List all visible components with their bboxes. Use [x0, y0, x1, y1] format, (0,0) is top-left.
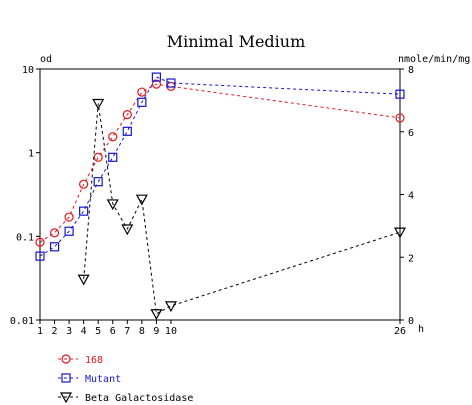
y-left-axis-ticks: 0.01 0.1 1 10 [10, 65, 40, 327]
x-tick-label-9: 9 [153, 326, 159, 337]
legend-label-0: 168 [85, 355, 103, 366]
y-left-axis-label: od [40, 54, 52, 65]
series-1-point-6 [122, 126, 132, 136]
y-right-axis-ticks: 0 2 4 6 8 [400, 65, 414, 327]
legend-marker-0 [61, 354, 71, 364]
x-tick-label-1: 1 [37, 326, 43, 337]
y-right-tick-label-2: 4 [408, 191, 414, 202]
y-left-tick-label-0: 0.01 [10, 316, 34, 327]
series-1-point-7 [137, 97, 147, 107]
series-1-point-2 [64, 226, 74, 236]
series-0-point-3 [79, 179, 89, 189]
x-axis-label: h [418, 324, 424, 335]
legend: 168 Mutant Beta Galactosidase [58, 354, 193, 404]
legend-marker-2 [59, 392, 73, 404]
x-tick-label-5: 5 [95, 326, 101, 337]
x-tick-label-2: 2 [52, 326, 58, 337]
series-line-0 [39, 83, 401, 243]
x-axis-ticks: 1 2 3 4 5 6 7 8 9 10 26 [37, 320, 406, 337]
plot-frame [39, 68, 401, 321]
series-0 [35, 79, 405, 247]
x-tick-label-4: 4 [81, 326, 87, 337]
series-0-point-5 [108, 132, 118, 142]
series-2-point-1 [92, 98, 105, 110]
series-1 [35, 72, 405, 261]
series-2-point-0 [77, 274, 90, 286]
x-tick-label-26: 26 [394, 326, 406, 337]
series-0-point-1 [49, 228, 60, 238]
y-right-tick-label-4: 8 [408, 65, 414, 76]
series-0-point-8 [151, 79, 161, 89]
series-1-point-10 [395, 89, 405, 99]
series-1-point-4 [93, 177, 103, 187]
series-layer [35, 72, 407, 320]
x-tick-label-3: 3 [66, 326, 72, 337]
series-1-point-1 [49, 242, 60, 252]
series-1-point-0 [35, 251, 45, 261]
series-1-point-3 [79, 206, 89, 216]
y-left-tick-label-3: 10 [22, 65, 34, 76]
legend-label-1: Mutant [85, 374, 121, 385]
y-left-tick-label-2: 1 [28, 149, 34, 160]
y-left-tick-label-1: 0.1 [16, 232, 34, 243]
series-1-point-8 [151, 72, 161, 82]
legend-marker-1 [61, 373, 71, 383]
series-2-point-2 [106, 199, 119, 211]
y-right-tick-label-0: 0 [408, 316, 414, 327]
x-tick-label-6: 6 [110, 326, 116, 337]
series-2 [77, 98, 407, 320]
x-tick-label-8: 8 [139, 326, 145, 337]
series-2-point-5 [150, 309, 163, 320]
legend-label-2: Beta Galactosidase [85, 393, 193, 404]
y-right-tick-label-1: 2 [408, 253, 414, 264]
chart-title: Minimal Medium [167, 32, 306, 51]
x-tick-label-10: 10 [165, 326, 177, 337]
y-right-tick-label-3: 6 [408, 128, 414, 139]
series-2-point-6 [164, 301, 177, 313]
x-tick-label-7: 7 [124, 326, 130, 337]
y-right-axis-label: nmole/min/mg [398, 54, 470, 65]
series-2-point-3 [121, 224, 134, 236]
series-0-point-6 [122, 110, 132, 120]
series-line-1 [39, 76, 401, 257]
series-1-point-9 [166, 78, 176, 88]
series-0-point-2 [64, 212, 74, 222]
series-0-point-0 [35, 237, 45, 247]
series-2-point-4 [135, 194, 148, 206]
series-0-point-7 [137, 87, 147, 97]
series-0-point-10 [395, 113, 405, 123]
series-2-point-7 [393, 227, 407, 239]
series-0-point-4 [93, 152, 103, 162]
series-1-point-5 [108, 152, 118, 162]
